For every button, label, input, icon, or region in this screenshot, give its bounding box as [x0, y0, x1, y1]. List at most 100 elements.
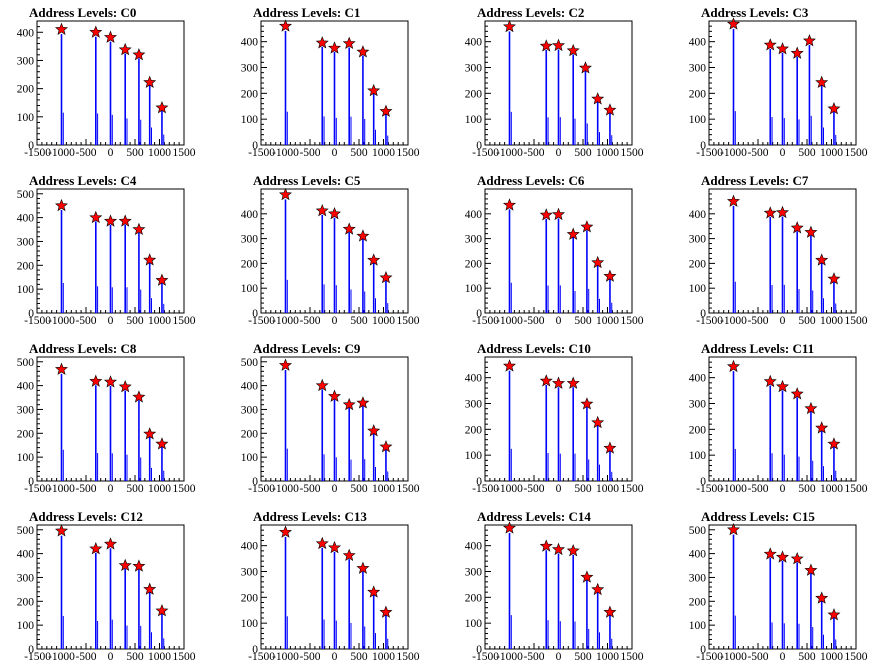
peak-marker-star: [55, 362, 68, 375]
peak-marker-star: [379, 605, 393, 618]
peak-marker-star: [155, 100, 169, 114]
chart-title: Address Levels: C13: [253, 509, 367, 524]
y-tick-label: 300: [689, 399, 707, 411]
y-tick-label: 300: [689, 572, 707, 584]
peak-marker-star: [552, 376, 565, 389]
chart-panel-1: Address Levels: C1 0 100 200 300 400 -1500-100…: [241, 5, 420, 159]
x-tick-label: -1500: [24, 483, 51, 495]
x-tick-label: 0: [556, 315, 562, 327]
y-tick-label: 200: [17, 596, 35, 608]
x-tick-label: -500: [299, 315, 320, 327]
peak-marker-star: [132, 48, 146, 61]
peak-marker-star: [379, 440, 393, 453]
peak-marker-star: [367, 424, 381, 437]
chart-panel-6: Address Levels: C6 0 100 200 300 400 -1500-100…: [465, 173, 644, 327]
x-tick-label: -500: [747, 483, 768, 495]
y-tick-label: 200: [465, 88, 483, 100]
y-tick-label: 200: [689, 424, 707, 436]
peak-marker-star: [356, 396, 370, 409]
x-tick-label: -500: [75, 147, 96, 159]
x-tick-label: 1500: [397, 147, 420, 159]
x-tick-label: 0: [780, 651, 786, 663]
y-tick-label: 300: [689, 234, 707, 246]
x-tick-label: 1500: [845, 651, 868, 663]
y-tick-label: 0: [28, 644, 34, 656]
y-tick-label: 0: [476, 476, 482, 488]
x-tick-label: 1000: [372, 147, 395, 159]
peak-marker-star: [539, 539, 553, 552]
x-tick-label: -500: [523, 651, 544, 663]
peak-marker-star: [89, 374, 103, 387]
x-tick-label: -1000: [48, 147, 75, 159]
y-tick-label: 0: [28, 140, 34, 152]
x-tick-label: -1500: [696, 483, 723, 495]
peak-marker-star: [815, 421, 829, 434]
peak-marker-star: [552, 38, 565, 52]
chart-panel-13: Address Levels: C13 0 100 200 300 400 -1500-10…: [241, 509, 420, 663]
chart-panel-8: Address Levels: C80100200300400500-1500-…: [17, 341, 196, 495]
y-tick-label: 200: [17, 428, 35, 440]
peak-marker-star: [155, 273, 169, 286]
x-tick-label: -1000: [496, 483, 523, 495]
y-tick-label: 400: [241, 37, 259, 49]
peak-marker-star: [367, 253, 381, 266]
y-tick-label: 200: [465, 258, 483, 270]
peak-marker-star: [804, 563, 818, 576]
peak-marker-star: [763, 547, 777, 560]
x-tick-label: -1000: [272, 651, 299, 663]
chart-title: Address Levels: C10: [477, 341, 591, 356]
peak-marker-star: [342, 36, 356, 49]
peak-marker-star: [328, 540, 341, 554]
peak-marker-star: [342, 222, 356, 235]
x-tick-label: 1500: [397, 315, 420, 327]
peak-marker-star: [118, 42, 132, 56]
y-tick-label: 100: [465, 450, 483, 462]
y-tick-label: 200: [241, 88, 259, 100]
peak-marker-star: [503, 359, 516, 372]
x-tick-label: 1000: [148, 147, 171, 159]
x-tick-label: 500: [798, 651, 816, 663]
x-tick-label: -1500: [696, 315, 723, 327]
y-tick-label: 300: [465, 567, 483, 579]
x-tick-label: 500: [574, 147, 592, 159]
x-tick-label: 500: [126, 483, 144, 495]
y-tick-label: 100: [689, 283, 707, 295]
x-tick-label: -1000: [720, 315, 747, 327]
peak-marker-star: [356, 229, 370, 242]
y-tick-label: 0: [700, 644, 706, 656]
y-tick-label: 300: [465, 399, 483, 411]
peak-marker-star: [143, 427, 157, 440]
x-tick-label: 0: [332, 651, 338, 663]
y-tick-label: 100: [17, 284, 35, 296]
peak-marker-star: [118, 214, 132, 227]
peak-marker-star: [342, 397, 356, 411]
chart-title: Address Levels: C11: [701, 341, 814, 356]
y-tick-label: 300: [17, 572, 35, 584]
x-tick-label: 0: [108, 315, 114, 327]
y-tick-label: 200: [689, 88, 707, 100]
peak-marker-star: [727, 194, 740, 207]
peak-marker-star: [815, 253, 829, 266]
x-tick-label: 500: [350, 651, 368, 663]
y-tick-label: 300: [465, 63, 483, 75]
x-tick-label: 1500: [621, 147, 644, 159]
x-tick-label: -1500: [472, 651, 499, 663]
peak-marker-star: [539, 39, 553, 52]
chart-title: Address Levels: C9: [253, 341, 361, 356]
y-tick-label: 100: [689, 114, 707, 126]
chart-panel-14: Address Levels: C14 0 100 200 300 400 -1500-10…: [465, 509, 644, 663]
x-tick-label: -1000: [496, 315, 523, 327]
y-tick-label: 500: [689, 525, 707, 537]
peak-marker-star: [118, 558, 132, 572]
y-tick-label: 500: [241, 357, 259, 369]
x-tick-label: -1500: [248, 147, 275, 159]
peak-marker-star: [315, 36, 329, 49]
peak-marker-star: [827, 102, 841, 115]
x-tick-label: -500: [75, 315, 96, 327]
y-tick-label: 400: [17, 381, 35, 393]
x-tick-label: -1500: [24, 651, 51, 663]
x-tick-label: 0: [108, 651, 114, 663]
x-tick-label: 1000: [148, 315, 171, 327]
x-tick-label: -1000: [48, 483, 75, 495]
